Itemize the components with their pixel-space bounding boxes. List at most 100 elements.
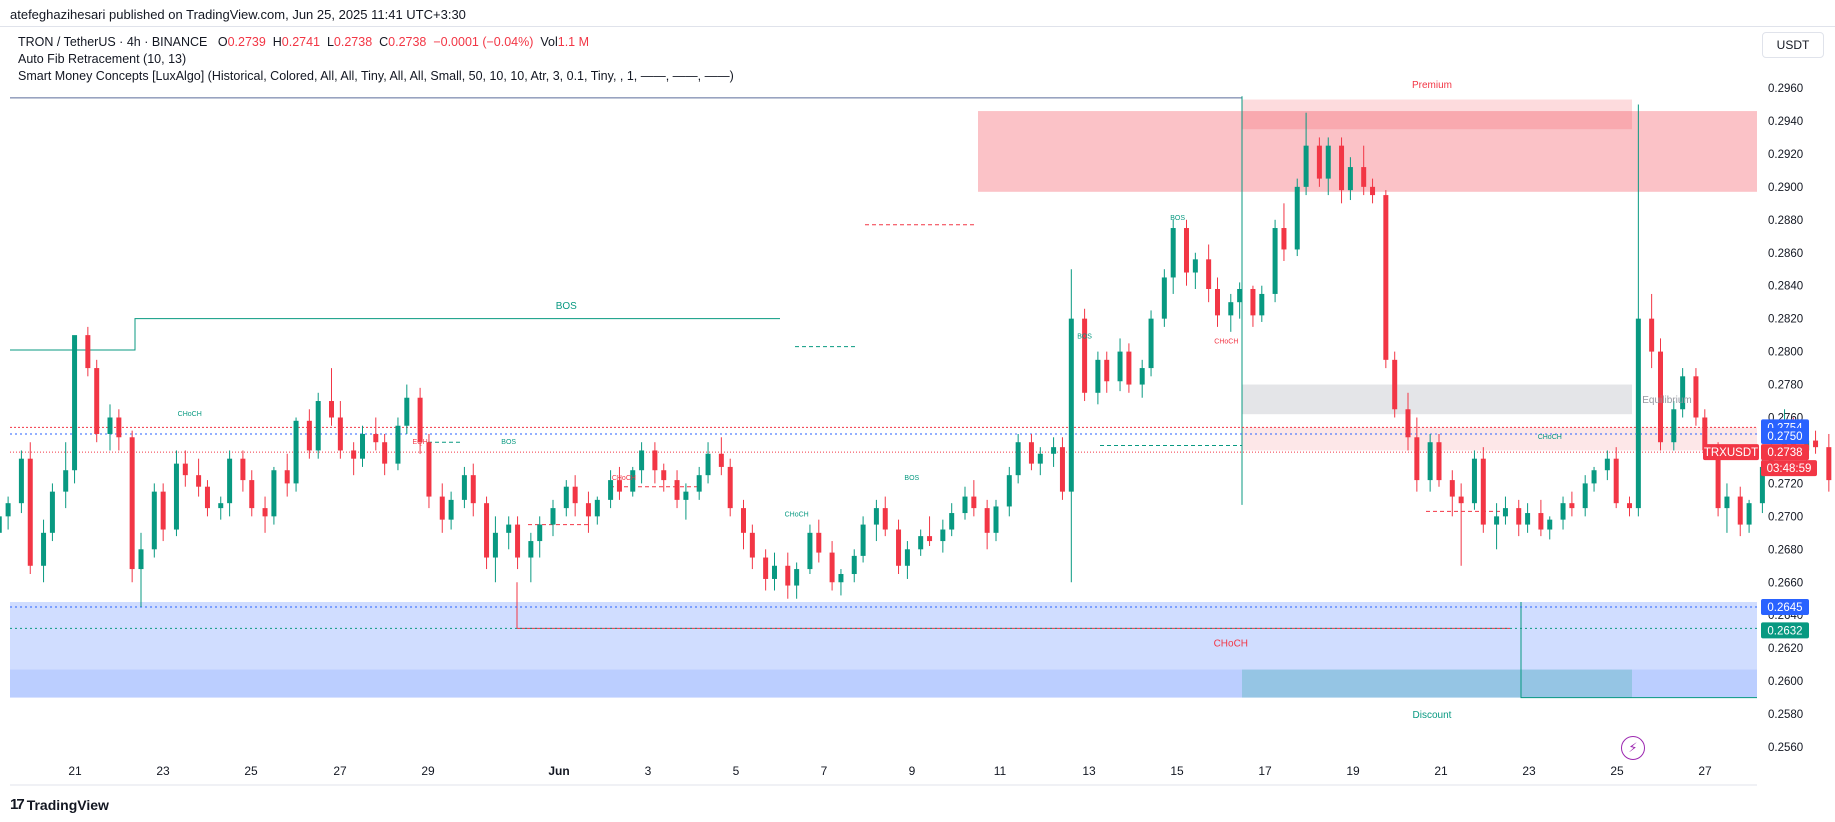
candle-body-32[interactable] <box>271 470 277 517</box>
candle-body-122[interactable] <box>1272 228 1278 294</box>
candle-body-113[interactable] <box>1170 228 1176 278</box>
candle-body-97[interactable] <box>993 506 999 533</box>
candle-body-93[interactable] <box>949 513 955 530</box>
lightning-icon[interactable]: ⚡ <box>1621 736 1645 760</box>
candle-body-107[interactable] <box>1104 359 1110 382</box>
candle-body-30[interactable] <box>249 480 255 509</box>
candle-body-158[interactable] <box>1671 409 1677 443</box>
candle-body-7[interactable] <box>0 516 2 533</box>
candle-body-100[interactable] <box>1028 442 1034 464</box>
candle-body-153[interactable] <box>1613 458 1619 504</box>
candle-body-39[interactable] <box>351 450 357 459</box>
candle-body-24[interactable] <box>182 463 188 476</box>
candle-body-171[interactable] <box>1813 440 1819 448</box>
candle-body-40[interactable] <box>360 433 366 459</box>
candle-body-89[interactable] <box>904 549 910 566</box>
candle-body-104[interactable] <box>1068 318 1074 492</box>
candle-body-52[interactable] <box>492 532 498 558</box>
candle-body-65[interactable] <box>639 450 645 471</box>
candle-body-69[interactable] <box>683 491 689 500</box>
candle-body-63[interactable] <box>616 480 622 492</box>
candle-body-159[interactable] <box>1680 376 1686 410</box>
candle-body-14[interactable] <box>72 335 78 471</box>
candle-body-164[interactable] <box>1737 496 1743 525</box>
candle-body-37[interactable] <box>329 401 334 418</box>
candle-body-55[interactable] <box>528 541 534 558</box>
candle-body-118[interactable] <box>1228 302 1234 316</box>
candle-body-59[interactable] <box>572 486 578 504</box>
candle-body-157[interactable] <box>1658 351 1663 443</box>
candle-body-136[interactable] <box>1427 442 1433 481</box>
candle-body-15[interactable] <box>85 335 91 369</box>
candle-body-119[interactable] <box>1237 288 1243 303</box>
candle-body-145[interactable] <box>1525 513 1531 525</box>
candle-body-165[interactable] <box>1746 503 1752 525</box>
candle-body-125[interactable] <box>1303 145 1309 187</box>
candle-body-56[interactable] <box>537 524 543 542</box>
candle-body-142[interactable] <box>1494 516 1500 525</box>
symbol-name[interactable]: TRON / TetherUS · 4h · BINANCE <box>18 35 208 49</box>
candle-body-103[interactable] <box>1059 447 1065 492</box>
candle-body-42[interactable] <box>382 442 388 464</box>
candle-body-135[interactable] <box>1414 437 1420 481</box>
candle-body-16[interactable] <box>94 368 100 434</box>
candle-body-96[interactable] <box>984 508 990 533</box>
candle-body-58[interactable] <box>563 486 569 509</box>
candle-body-149[interactable] <box>1569 503 1575 509</box>
candle-body-98[interactable] <box>1006 475 1012 507</box>
candle-body-151[interactable] <box>1591 470 1597 484</box>
candle-body-12[interactable] <box>49 491 55 533</box>
candle-body-138[interactable] <box>1449 480 1455 497</box>
candle-body-21[interactable] <box>151 491 157 550</box>
candle-body-47[interactable] <box>439 496 445 520</box>
candle-body-148[interactable] <box>1560 503 1566 520</box>
candle-body-161[interactable] <box>1702 417 1708 451</box>
candle-body-74[interactable] <box>740 508 746 533</box>
candle-body-99[interactable] <box>1015 442 1021 476</box>
candle-body-38[interactable] <box>337 417 343 451</box>
candle-body-18[interactable] <box>116 417 122 438</box>
candle-body-85[interactable] <box>860 524 866 556</box>
candle-body-26[interactable] <box>204 486 210 509</box>
candle-body-34[interactable] <box>293 420 299 484</box>
candle-body-108[interactable] <box>1117 351 1123 382</box>
candle-body-163[interactable] <box>1724 496 1730 509</box>
candle-body-9[interactable] <box>18 458 24 504</box>
candle-body-90[interactable] <box>918 536 924 550</box>
candle-body-44[interactable] <box>404 397 410 426</box>
candle-body-141[interactable] <box>1480 458 1486 525</box>
candle-body-68[interactable] <box>674 480 680 500</box>
candle-body-41[interactable] <box>373 433 379 443</box>
candle-body-28[interactable] <box>227 458 233 504</box>
candle-body-67[interactable] <box>661 470 667 481</box>
candle-body-54[interactable] <box>515 524 521 558</box>
candle-body-25[interactable] <box>196 475 202 487</box>
candle-body-82[interactable] <box>829 552 835 583</box>
candle-body-62[interactable] <box>608 480 614 500</box>
candle-body-51[interactable] <box>484 503 490 558</box>
candle-body-23[interactable] <box>173 463 179 530</box>
candle-body-83[interactable] <box>838 574 844 583</box>
candle-body-160[interactable] <box>1693 376 1699 418</box>
candle-body-147[interactable] <box>1547 519 1553 530</box>
candle-body-114[interactable] <box>1183 228 1189 273</box>
candle-body-106[interactable] <box>1095 359 1101 393</box>
candle-body-137[interactable] <box>1436 442 1442 481</box>
candle-body-53[interactable] <box>506 524 512 533</box>
candle-body-166[interactable] <box>1759 466 1765 504</box>
candle-body-133[interactable] <box>1392 359 1398 410</box>
candle-body-49[interactable] <box>461 475 467 500</box>
candle-body-154[interactable] <box>1626 503 1632 509</box>
candle-body-132[interactable] <box>1383 195 1389 360</box>
candle-body-60[interactable] <box>585 503 591 517</box>
candle-body-48[interactable] <box>448 499 454 520</box>
candle-body-126[interactable] <box>1316 145 1322 179</box>
candle-body-123[interactable] <box>1281 228 1287 250</box>
candle-body-77[interactable] <box>772 565 777 579</box>
currency-selector[interactable]: USDT <box>1762 32 1824 58</box>
candle-body-91[interactable] <box>927 536 933 542</box>
candle-body-162[interactable] <box>1715 450 1721 509</box>
candle-body-139[interactable] <box>1458 496 1464 504</box>
candle-body-57[interactable] <box>550 508 556 525</box>
